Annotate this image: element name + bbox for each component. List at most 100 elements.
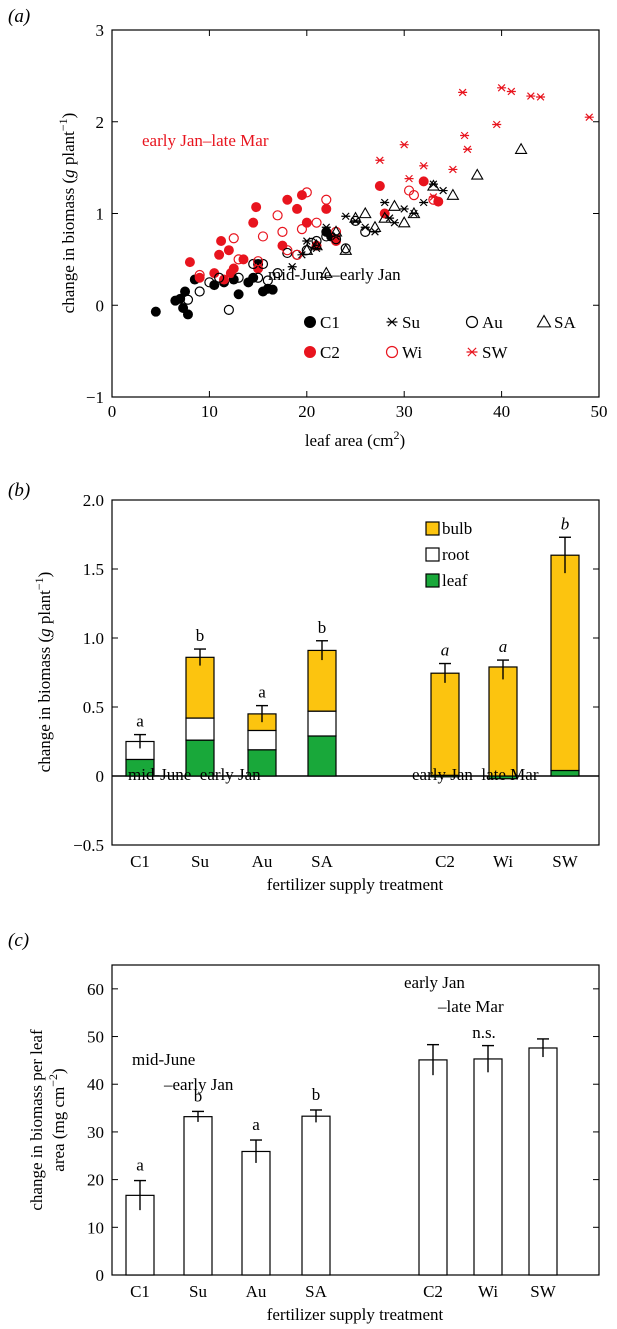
panel-c-annotation-ns: n.s. [472,1023,496,1042]
panel-c-significance-label: b [194,1086,203,1105]
panel-a-point-au [223,304,234,315]
panel-b-significance-label: a [499,637,508,656]
panel-b-stacked-bar: (b) −0.5 0 0.5 1.0 1.5 2.0 C1 Su Au SA C2 Wi SW a b a b… [8,480,600,894]
panel-a-point-sw [448,165,458,174]
panel-b-xtick-label: C1 [130,852,150,871]
panel-b-legend-label-leaf: leaf [442,571,468,590]
panel-a-point-sw [428,193,438,201]
panel-a-point-au [311,235,322,247]
panel-b-legend-label-bulb: bulb [442,519,472,538]
panel-a-point-c2 [223,245,234,256]
panel-a-point-sw [526,92,536,100]
panel-c-annotation-early-2: –early Jan [163,1075,234,1094]
panel-a-point-au [253,272,264,283]
panel-a-point-wi [311,217,322,228]
panel-a-xlabel: leaf area (cm2) [305,428,405,450]
panel-a-point-wi [428,194,439,205]
panel-a-point-wi [257,231,269,242]
panel-b-xtick-label: SW [552,852,578,871]
panel-a-ylabel: change in biomass (g plant−1) [56,113,78,314]
panel-a-legend-marker-au [465,315,479,329]
panel-a-point-au [214,272,225,283]
panel-a-point-c1 [175,293,186,304]
panel-a-ytick-label: 0 [96,296,105,315]
panel-a-legend-marker-sw [466,347,478,357]
panel-a-point-c2 [282,194,293,205]
panel-a-point-au [272,268,283,279]
panel-a-point-su [419,198,429,207]
panel-a-point-sa [470,168,484,180]
panel-b-bar-bulb [550,554,580,772]
panel-a-ytick-label: 3 [96,21,105,40]
panel-a-legend-marker-wi [385,345,399,359]
panel-a-point-sw [404,174,414,183]
panel-b-annotation-late: early Jan–late Mar [412,765,539,784]
panel-a-point-wi [233,254,244,265]
panel-a-point-sa [349,211,362,223]
panel-a-legend-label-wi: Wi [402,343,422,362]
panel-b-bar-leaf [307,735,337,777]
panel-a-xtick-label: 40 [493,402,510,421]
panel-c-bar [473,1058,503,1276]
panel-a-point-c2 [228,263,239,274]
panel-a-points [150,84,594,320]
panel-b-ytick-label: 0.5 [83,698,104,717]
panel-a-point-sw [463,145,473,154]
panel-b-annotation-early: mid-June–early Jan [128,765,261,784]
panel-a-point-sw [460,131,470,140]
panel-a-point-wi [321,194,332,205]
panel-b-xlabel: fertilizer supply treatment [267,875,444,894]
panel-c-annotation-late-1: early Jan [404,973,465,992]
panel-c-ytick-label: 0 [96,1266,105,1285]
panel-b-xtick-label: Au [252,852,273,871]
panel-b-legend-swatch-bulb [425,521,440,536]
panel-c-bars: a b a b [125,1038,558,1276]
panel-a-point-su [399,205,409,213]
panel-a-legend-label-sw: SW [482,343,508,362]
panel-a-point-wi [408,190,420,201]
panel-b-ytick-label: 2.0 [83,491,104,510]
panel-a-point-sw [458,88,468,97]
panel-c-bar [301,1115,331,1276]
panel-a-point-sa [514,142,528,154]
panel-c-ytick-label: 50 [87,1028,104,1047]
panel-a-point-su [380,198,390,207]
panel-c-bar: (c) 0 10 20 30 40 50 60 C1 Su Au SA C2 Wi SW a b a b mid… [8,930,600,1324]
panel-a-xtick-label: 20 [298,402,315,421]
panel-a-point-sa [368,220,382,232]
panel-a-point-sa [310,239,323,251]
panel-a-point-c2 [248,217,259,228]
panel-a-legend-marker-sa [536,314,552,328]
panel-c-ylabel-line2: area (mg cm−2) [46,1068,68,1171]
panel-a-point-sa [319,266,333,278]
panel-b-legend-label-root: root [442,545,470,564]
panel-a-point-au [233,272,244,283]
panel-c-ylabel-line1: change in biomass per leaf [27,1029,46,1211]
panel-a-point-au [330,234,342,245]
panel-b-legend: bulb root leaf [425,519,472,590]
panel-c-annotation-late-2: –late Mar [437,997,504,1016]
panel-a-point-wi [301,187,312,198]
panel-c-xtick-label: C2 [423,1282,443,1301]
panel-a-annotation-early: mid-June–early Jan [268,265,401,284]
panel-a-point-c2 [321,203,332,214]
panel-a-point-c1 [182,309,193,320]
panel-c-xtick-label: Wi [478,1282,498,1301]
panel-a-legend-label-c1: C1 [320,313,340,332]
panel-a-legend-label-su: Su [402,313,420,332]
panel-a-point-wi [253,256,264,267]
panel-a-ytick-label: 2 [96,113,105,132]
panel-c-bar [241,1150,271,1276]
panel-a-point-c2 [296,190,307,201]
panel-a-point-c1 [150,306,161,317]
panel-a-legend-marker-c1 [304,316,316,328]
panel-c-annotation-early-1: mid-June [132,1050,195,1069]
panel-c-xtick-label: C1 [130,1282,150,1301]
panel-a-point-su [321,223,331,232]
panel-a-point-au [194,286,205,297]
panel-a-xtick-label: 0 [108,402,117,421]
panel-a-point-su [287,262,297,271]
panel-b-legend-swatch-root [425,547,440,562]
panel-a-point-c1 [267,284,278,295]
